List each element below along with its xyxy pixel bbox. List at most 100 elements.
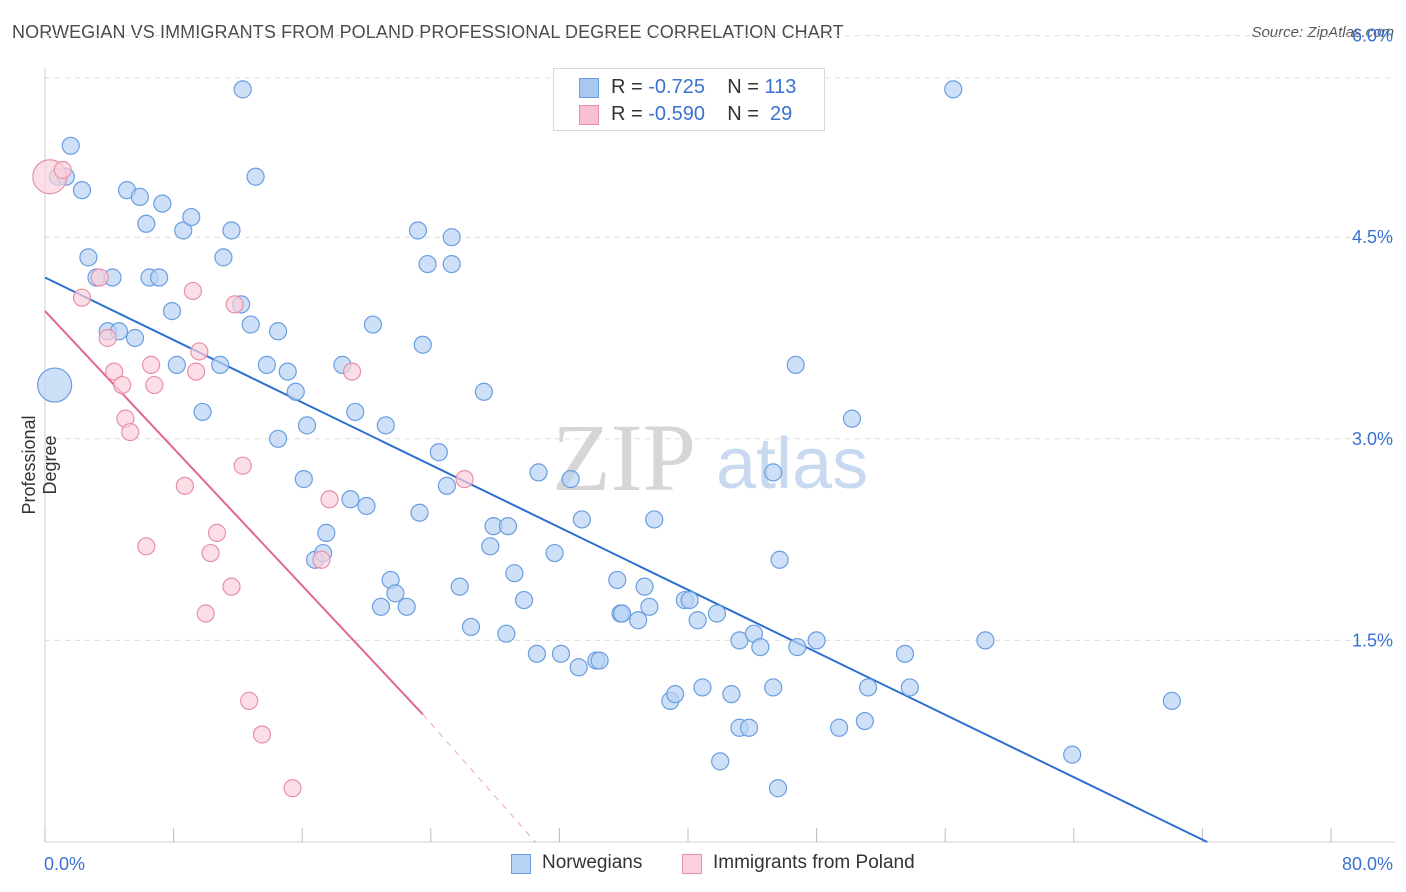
norwegian-point: [317, 523, 336, 542]
norwegian-point: [688, 611, 707, 630]
watermark-zip: ZIP: [552, 404, 696, 511]
norwegian-point: [707, 604, 727, 623]
norwegian-point: [561, 470, 580, 489]
norwegian-point: [162, 302, 182, 321]
norwegian-point: [551, 644, 571, 663]
norwegian-point: [341, 490, 360, 509]
norwegian-point: [357, 496, 376, 516]
norwegian-point: [770, 550, 789, 569]
norwegian-point: [572, 510, 592, 529]
norwegian-point: [788, 638, 807, 657]
norwegian-point: [944, 80, 963, 99]
poland-point: [207, 523, 227, 542]
poland-point: [137, 537, 156, 556]
tick-labels: 1.5% 3.0% 4.5% 6.0% 0.0% 80.0%: [44, 26, 1393, 874]
norwegian-point: [1162, 691, 1181, 710]
legend-swatch-blue: [579, 78, 599, 98]
norwegian-point: [858, 678, 878, 697]
source-attribution: Source: ZipAtlas.com: [1251, 24, 1394, 41]
data-points: [32, 80, 1181, 798]
norwegian-point: [268, 429, 288, 448]
norwegian-point: [418, 254, 437, 274]
norwegian-point: [363, 315, 383, 334]
poland-point: [90, 268, 109, 287]
poland-point: [187, 362, 206, 381]
norwegian-point: [294, 470, 313, 489]
norwegian-point: [474, 382, 493, 401]
norwegian-point: [680, 590, 699, 610]
norwegian-point: [497, 624, 516, 643]
norwegian-point: [498, 517, 518, 536]
norwegian-point: [608, 570, 627, 590]
norwegian-point: [150, 268, 169, 287]
norwegian-point: [976, 631, 995, 650]
poland-point: [312, 550, 331, 569]
bottom-legend-label: Norwegians: [542, 852, 643, 873]
legend-r-value: -0.725: [648, 76, 705, 98]
norwegian-point: [241, 315, 260, 334]
norwegian-point: [514, 590, 534, 610]
norwegian-point: [413, 335, 432, 354]
poland-point: [225, 295, 244, 314]
poland-point: [240, 691, 259, 710]
norwegian-point: [855, 711, 874, 731]
norwegian-point: [246, 167, 265, 186]
bottom-legend-swatch-pink: [682, 854, 702, 874]
norwegian-point: [481, 537, 500, 556]
legend: R = -0.725 N = 113 R = -0.590 N = 29: [553, 68, 825, 131]
norwegian-point: [764, 463, 783, 482]
norwegian-point: [545, 543, 564, 563]
norwegian-point: [640, 597, 659, 616]
norwegian-point: [666, 685, 685, 704]
poland-point: [252, 725, 272, 744]
norwegian-point: [895, 644, 915, 663]
norwegian-point: [72, 181, 92, 200]
norwegian-point: [346, 402, 365, 422]
axes: [44, 68, 1395, 843]
norwegian-point: [442, 254, 461, 274]
bottom-legend-label: Immigrants from Poland: [713, 852, 915, 873]
norwegian-point: [739, 718, 759, 737]
x-tick-label: 0.0%: [44, 854, 85, 874]
norwegian-point: [61, 136, 80, 155]
norwegian-point: [397, 597, 416, 616]
norwegian-point: [569, 658, 588, 677]
y-tick-label: 3.0%: [1352, 429, 1393, 449]
norwegian-point: [529, 463, 548, 482]
norwegian-point: [297, 416, 317, 435]
legend-swatch-pink: [579, 105, 599, 125]
norwegian-point: [278, 362, 297, 381]
poland-point: [113, 375, 132, 395]
norwegian-point: [410, 503, 429, 522]
norwegian-point: [461, 617, 481, 637]
norwegian-point: [505, 564, 524, 583]
norwegian-point: [807, 631, 826, 650]
norwegian-point: [635, 577, 654, 596]
legend-r-value: -0.590: [648, 103, 705, 125]
norwegian-point: [153, 194, 172, 213]
norwegian-point: [376, 416, 395, 435]
norwegian-point: [830, 718, 849, 737]
y-axis-label: Professional Degree: [19, 415, 60, 515]
norwegian-point: [527, 644, 546, 663]
norwegian-point: [286, 382, 305, 401]
norwegian-point: [590, 651, 609, 670]
norwegian-point: [79, 248, 98, 267]
norwegian-point: [174, 221, 193, 240]
norwegian-point: [442, 228, 461, 247]
norwegian-point: [1063, 745, 1082, 764]
norwegian-point: [167, 355, 186, 374]
x-tick-label: 80.0%: [1342, 854, 1393, 874]
poland-point: [141, 355, 161, 374]
poland-point: [233, 456, 252, 475]
poland-trend-line: [44, 310, 424, 716]
norwegian-point: [768, 779, 788, 798]
norwegian-point: [211, 355, 230, 374]
norwegian-point: [257, 355, 276, 374]
y-tick-label: 4.5%: [1352, 227, 1393, 247]
poland-point: [201, 543, 220, 563]
poland-point: [222, 577, 241, 596]
legend-n-label: N =: [727, 103, 765, 125]
norwegian-point: [125, 328, 145, 348]
